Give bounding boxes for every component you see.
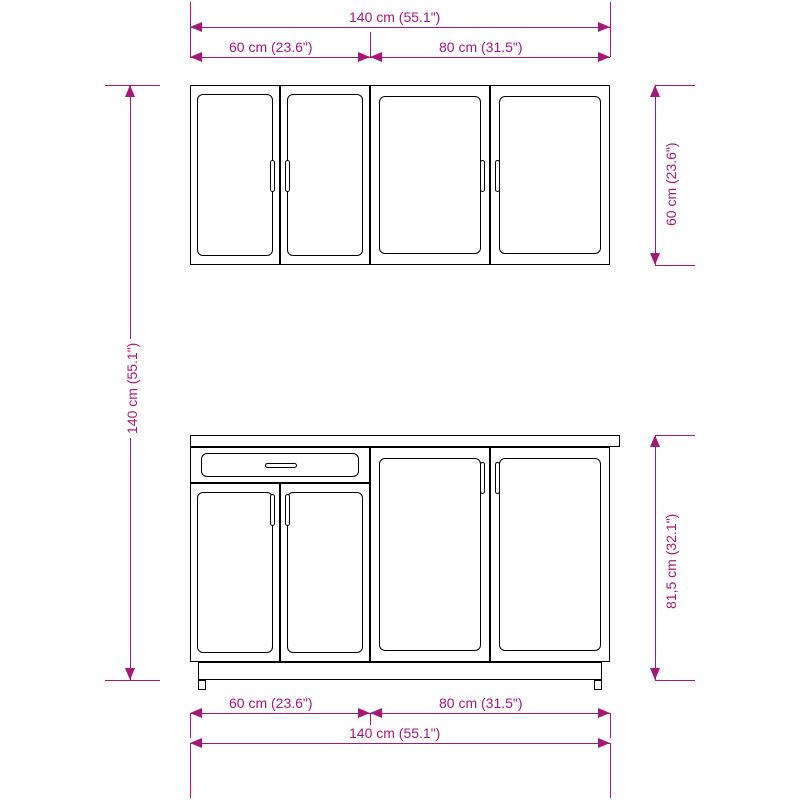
dim-bottom-left-arrow [358, 708, 370, 718]
dim-lower-height-arrow [650, 668, 660, 680]
dim-top-left-arrow [190, 52, 202, 62]
dim-upper-height-arrow [650, 253, 660, 265]
dim-top-total-label: 140 cm (55.1") [345, 9, 444, 25]
dim-bottom-total-ext [190, 743, 191, 798]
upper-door [190, 85, 280, 265]
dim-upper-height-ext [655, 265, 695, 266]
dim-height-total-arrow [125, 668, 135, 680]
dim-top-right-line [370, 57, 610, 58]
dim-bottom-total-arrow [190, 738, 202, 748]
toe-kick [198, 662, 602, 680]
dim-lower-height-ext [655, 680, 695, 681]
dim-height-total-arrow [125, 85, 135, 97]
dim-bottom-left-label: 60 cm (23.6") [225, 695, 317, 711]
dim-upper-height-arrow [650, 85, 660, 97]
foot [594, 680, 602, 690]
dim-upper-height-line [655, 85, 656, 265]
foot [198, 680, 206, 690]
dim-bottom-total-ext [610, 743, 611, 798]
dim-bottom-total-arrow [598, 738, 610, 748]
upper-door [490, 85, 610, 265]
upper-door [280, 85, 370, 265]
dim-lower-height-ext [655, 435, 695, 436]
dim-bottom-total-label: 140 cm (55.1") [345, 725, 444, 741]
dim-bottom-right-arrow [598, 708, 610, 718]
upper-door [370, 85, 490, 265]
dim-top-right-arrow [598, 52, 610, 62]
dim-top-total-arrow [190, 22, 202, 32]
dim-top-left-label: 60 cm (23.6") [225, 39, 317, 55]
dim-top-left-arrow [358, 52, 370, 62]
lower-door [370, 447, 490, 662]
dim-bottom-total-line [190, 743, 610, 744]
dim-bottom-right-arrow [370, 708, 382, 718]
dim-upper-height-label: 60 cm (23.6") [663, 138, 679, 230]
dim-bottom-right-line [370, 713, 610, 714]
dim-top-total-line [190, 27, 610, 28]
dim-lower-height-label: 81,5 cm (32.1") [663, 509, 679, 612]
lower-door [490, 447, 610, 662]
dim-lower-height-line [655, 435, 656, 680]
drawer [190, 447, 370, 483]
dimension-drawing: 140 cm (55.1") 60 cm (23.6") 80 cm (31.5")… [0, 0, 800, 800]
dim-height-total-ext [105, 680, 160, 681]
countertop [190, 435, 620, 447]
dim-top-total-arrow [598, 22, 610, 32]
lower-door [280, 483, 370, 662]
dim-top-right-label: 80 cm (31.5") [435, 39, 527, 55]
lower-door [190, 483, 280, 662]
dim-bottom-right-ext [610, 713, 611, 738]
dim-top-right-arrow [370, 52, 382, 62]
dim-upper-height-ext [655, 85, 695, 86]
dim-bottom-right-label: 80 cm (31.5") [435, 695, 527, 711]
dim-height-total-label: 140 cm (55.1") [124, 338, 140, 437]
dim-lower-height-arrow [650, 435, 660, 447]
dim-top-left-line [190, 57, 370, 58]
dim-top-right-ext [610, 32, 611, 57]
dim-bottom-left-line [190, 713, 370, 714]
dim-bottom-left-arrow [190, 708, 202, 718]
